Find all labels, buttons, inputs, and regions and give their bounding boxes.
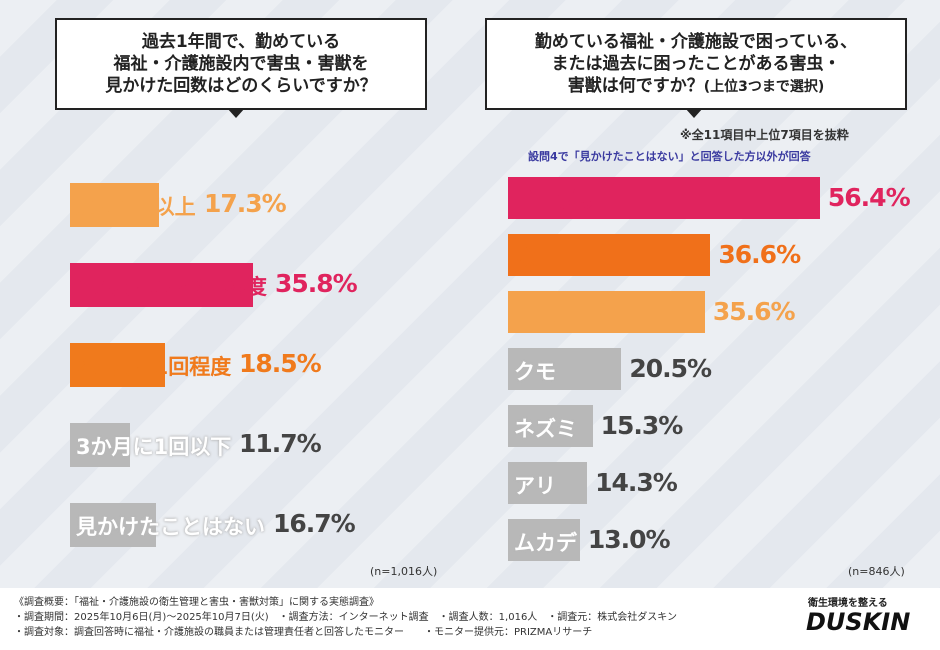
value-label: 14.3%	[595, 468, 678, 497]
value-label: 35.8%	[275, 269, 358, 298]
category-label: アリ	[514, 474, 556, 498]
bar	[70, 183, 159, 227]
bar	[508, 519, 580, 561]
category-label: 3か月に1回以下	[76, 435, 232, 459]
category-label: 見かけたことはない	[76, 515, 265, 539]
bar	[70, 263, 254, 307]
category-label: クモ	[514, 360, 556, 384]
value-label: 20.5%	[629, 354, 712, 383]
bubble-tail	[685, 108, 703, 118]
bar	[508, 405, 593, 447]
value-label: 56.4%	[827, 183, 911, 212]
value-label: 18.5%	[239, 349, 322, 378]
category-label: ハエ	[514, 303, 556, 327]
bubble-tail	[227, 108, 245, 118]
bar	[508, 291, 705, 333]
category-label: ネズミ	[514, 417, 577, 441]
brand-tagline: 衛生環境を整える	[808, 598, 888, 609]
value-label: 15.3%	[600, 411, 684, 440]
bar	[70, 423, 130, 467]
question-bubble: 勤めている福祉・介護施設で困っている、 または過去に困ったことがある害虫・ 害獣…	[485, 18, 907, 110]
value-label: 16.7%	[273, 509, 356, 538]
subtitle: ※全11項目中上位7項目を抜粋	[680, 128, 849, 142]
value-label: 17.3%	[204, 189, 287, 218]
bar	[508, 234, 711, 276]
sample-size: (n=1,016人)	[370, 565, 438, 578]
bar	[70, 343, 165, 387]
question-bubble: 過去1年間で、勤めている 福祉・介護施設内で害虫・害獣を 見かけた回数はどのくら…	[55, 18, 427, 110]
category-label: 週に1回以上	[76, 195, 196, 219]
title-text: 害獣は何ですか？	[567, 76, 704, 97]
category-label: ゴキブリ	[514, 189, 598, 213]
value-label: 11.7%	[239, 429, 322, 458]
condition-note: 設問4で「見かけたことはない」と回答した方以外が回答	[528, 150, 811, 163]
sample-size: (n=846人)	[848, 565, 905, 578]
title-suffix: (上位3つまで選択)	[703, 79, 825, 96]
footer-line: 《調査概要：「福祉・介護施設の衛生管理と害虫・害獣対策」に関する実態調査》	[14, 597, 379, 608]
brand-logo: DUSKIN	[806, 608, 911, 636]
category-label: 2か月に1回程度	[76, 355, 232, 379]
title-line: 勤めている福祉・介護施設で困っている、	[534, 31, 858, 52]
footer-line: ・調査対象：調査回答時に福祉・介護施設の職員または管理責任者と回答したモニター …	[14, 627, 593, 638]
value-label: 35.6%	[712, 297, 796, 326]
bar	[70, 503, 156, 547]
footer-line: ・調査期間：2025年10月6日(月)～2025年10月7日(火) ・調査方法：…	[14, 612, 678, 623]
category-label: 蚊	[514, 246, 535, 270]
bar	[508, 462, 588, 504]
category-label: 1か月に1～3回程度	[76, 275, 267, 299]
value-label: 13.0%	[587, 525, 671, 554]
title-line: 見かけた回数はどのくらいですか？	[105, 76, 377, 97]
category-label: ムカデ	[514, 531, 577, 555]
title-line: 福祉・介護施設内で害虫・害獣を	[113, 53, 369, 74]
bar	[508, 348, 622, 390]
title-line: 害獣は何ですか？(上位3つまで選択)	[568, 75, 825, 97]
title-line: 過去1年間で、勤めている	[141, 31, 341, 52]
value-label: 36.6%	[718, 240, 801, 269]
bar	[508, 177, 820, 219]
title-line: または過去に困ったことがある害虫・	[551, 53, 841, 74]
footer: 《調査概要：「福祉・介護施設の衛生管理と害虫・害獣対策」に関する実態調査》 ・調…	[0, 588, 940, 650]
